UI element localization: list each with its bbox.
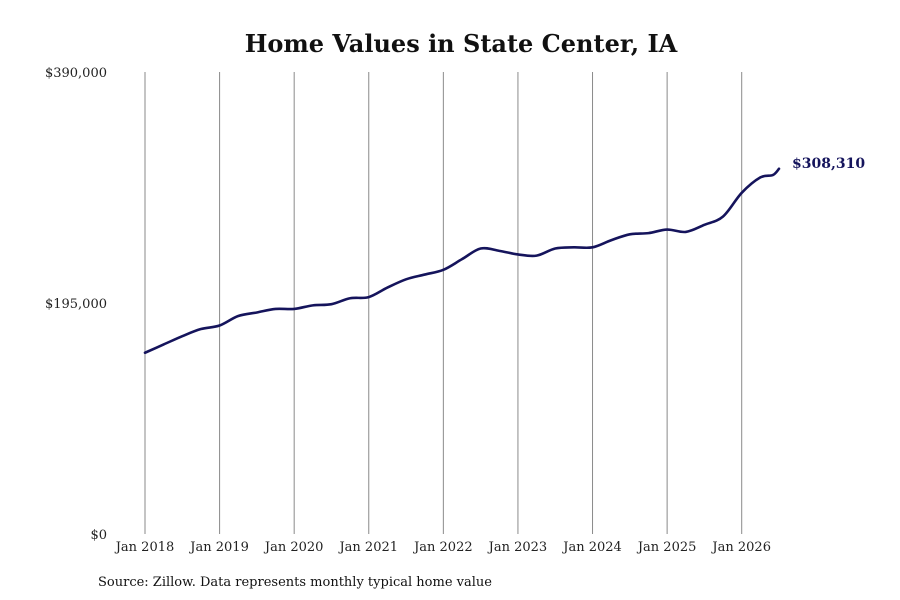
y-tick-label: $390,000 [45, 66, 107, 81]
x-axis: Jan 2018 Jan 2019 Jan 2020 Jan 2021 Jan 2022… [114, 540, 771, 555]
x-tick-label: Jan 2020 [263, 540, 324, 555]
series-layer: $308,310 [143, 156, 865, 355]
x-tick-label: Jan 2018 [114, 540, 175, 555]
chart-title: Home Values in State Center, IA [245, 29, 678, 58]
x-tick-label: Jan 2025 [636, 540, 697, 555]
x-tick-label: Jan 2024 [561, 540, 622, 555]
x-tick-label: Jan 2023 [487, 540, 548, 555]
y-axis: $0 $195,000 $390,000 [45, 66, 107, 543]
x-tick-label: Jan 2026 [710, 540, 771, 555]
end-value-label: $308,310 [792, 156, 865, 172]
grid-layer [144, 72, 743, 534]
source-note: Source: Zillow. Data represents monthly … [98, 575, 492, 590]
y-tick-label: $0 [90, 528, 107, 543]
series-line [143, 167, 781, 355]
x-tick-label: Jan 2019 [188, 540, 249, 555]
x-tick-label: Jan 2021 [337, 540, 398, 555]
x-tick-label: Jan 2022 [412, 540, 473, 555]
y-tick-label: $195,000 [45, 297, 107, 312]
